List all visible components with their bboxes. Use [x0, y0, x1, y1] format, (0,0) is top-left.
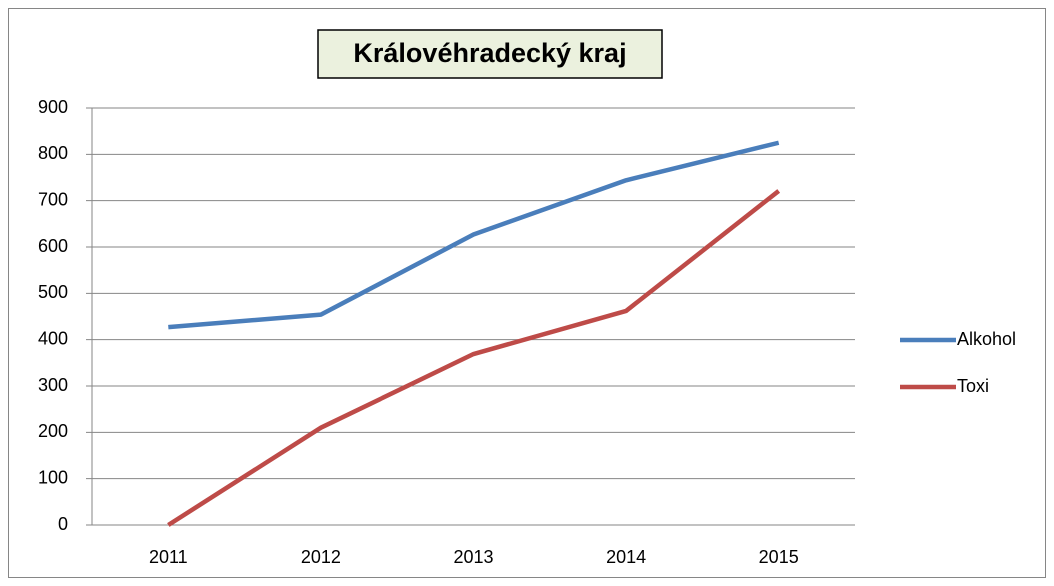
- y-tick-label: 700: [38, 189, 68, 209]
- y-tick-label: 400: [38, 328, 68, 348]
- x-tick-label: 2015: [759, 547, 799, 567]
- legend-label: Toxi: [957, 376, 989, 396]
- legend-label: Alkohol: [957, 329, 1016, 349]
- y-tick-label: 800: [38, 143, 68, 163]
- x-tick-label: 2011: [149, 547, 188, 567]
- y-tick-label: 300: [38, 375, 68, 395]
- y-tick-label: 500: [38, 282, 68, 302]
- y-tick-label: 600: [38, 236, 68, 256]
- x-tick-label: 2014: [606, 547, 646, 567]
- series-line: [168, 140, 780, 330]
- series-line: [167, 189, 781, 527]
- title-box: [317, 29, 663, 79]
- x-tick-label: 2013: [453, 547, 493, 567]
- y-tick-label: 100: [38, 467, 68, 487]
- y-tick-label: 900: [38, 97, 68, 117]
- x-tick-label: 2012: [301, 547, 341, 567]
- y-tick-label: 0: [58, 514, 68, 534]
- y-tick-label: 200: [38, 421, 68, 441]
- chart-title: Královéhradecký kraj: [353, 38, 626, 68]
